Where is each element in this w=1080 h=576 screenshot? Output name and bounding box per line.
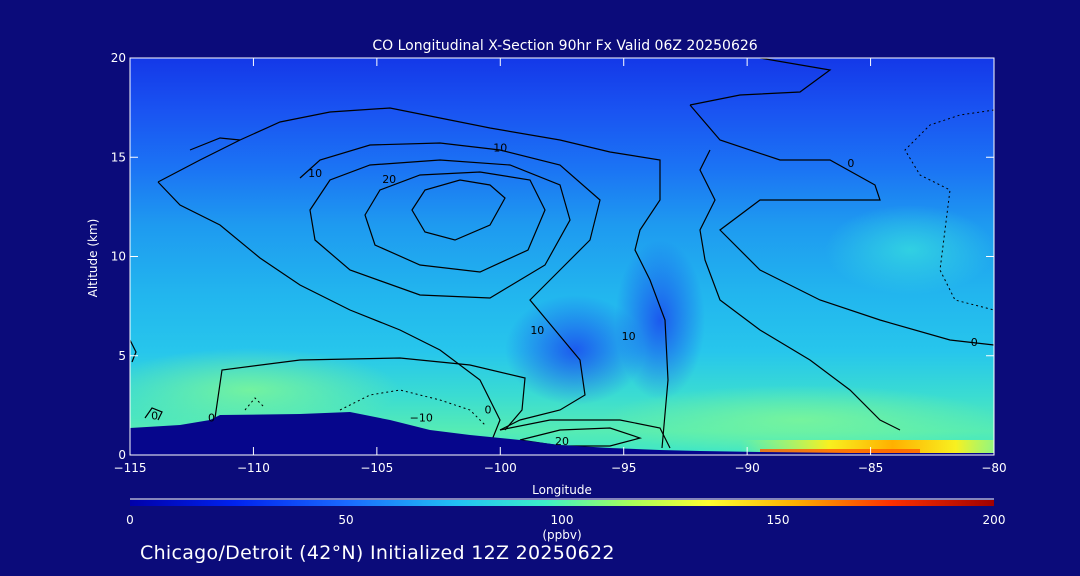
colorbar-tick-label: 100 <box>551 513 574 527</box>
contour-neg-10-surface <box>339 389 486 426</box>
contour-label: 0 <box>847 157 854 170</box>
contour-label: 10 <box>493 141 507 154</box>
contour-label: −10 <box>410 411 433 424</box>
contour-label: 10 <box>308 167 322 180</box>
contour-labels: 10 10 20 0 10 10 0 0 0 −10 0 20 <box>151 141 978 448</box>
x-axis: −115 −110 −105 −100 −95 −90 −85 −80 <box>114 58 1007 475</box>
colorbar-ticks: 0 50 100 150 200 <box>126 513 1005 527</box>
contour-20 <box>309 159 571 299</box>
contour-0-west <box>144 407 163 421</box>
x-tick-label: −105 <box>360 461 393 475</box>
colorbar <box>130 500 994 506</box>
x-tick-label: −110 <box>237 461 270 475</box>
contour-30 <box>364 171 546 273</box>
contour-0-lower <box>214 357 526 431</box>
y-axis-label: Altitude (km) <box>86 219 100 298</box>
x-axis-label: Longitude <box>532 483 592 497</box>
colorbar-tick-label: 0 <box>126 513 134 527</box>
x-tick-label: −115 <box>114 461 147 475</box>
y-tick-label: 0 <box>118 448 126 462</box>
contour-neg-10-west <box>244 397 266 411</box>
colorbar-tick-label: 200 <box>983 513 1006 527</box>
contour-10-surface <box>499 419 671 449</box>
terrain <box>130 412 994 455</box>
y-tick-label: 10 <box>111 250 126 264</box>
contour-label: 10 <box>530 324 544 337</box>
contour-10-upper <box>157 107 669 449</box>
y-axis: 0 5 10 15 20 <box>111 51 994 462</box>
negative-contours <box>244 109 994 426</box>
colorbar-tick-label: 50 <box>338 513 353 527</box>
contour-label: 10 <box>622 330 636 343</box>
plot-area: 10 10 20 0 10 10 0 0 0 −10 0 20 <box>130 58 994 455</box>
y-tick-label: 20 <box>111 51 126 65</box>
co-field-lowlevel-patch <box>130 348 400 432</box>
x-tick-label: −100 <box>484 461 517 475</box>
colorbar-unit-label: (ppbv) <box>542 528 581 542</box>
contour-40 <box>411 179 506 241</box>
contour-10-mid <box>189 137 601 431</box>
footer-init-info: Chicago/Detroit (42°N) Initialized 12Z 2… <box>140 542 615 564</box>
colorbar-tick-label: 150 <box>767 513 790 527</box>
contour-label: 0 <box>484 403 491 416</box>
co-field-high-patch <box>825 205 994 295</box>
y-tick-label: 5 <box>118 349 126 363</box>
contour-label: 20 <box>382 173 396 186</box>
x-tick-label: −85 <box>858 461 883 475</box>
contour-label: 0 <box>208 411 215 424</box>
y-tick-label: 15 <box>111 150 126 164</box>
contour-0-middle <box>699 149 901 431</box>
co-surface-peak <box>760 449 920 454</box>
contour-0-right <box>689 58 994 346</box>
co-field-lowlevel-patch <box>600 385 994 455</box>
x-tick-label: −90 <box>734 461 759 475</box>
x-tick-label: −80 <box>981 461 1006 475</box>
contour-label: 0 <box>151 409 158 422</box>
contour-label: 20 <box>555 435 569 448</box>
contour-neg-east <box>904 109 994 311</box>
x-tick-label: −95 <box>611 461 636 475</box>
co-field-low-patch <box>505 295 645 405</box>
chart-title: CO Longitudinal X-Section 90hr Fx Valid … <box>372 38 757 54</box>
contour-label: 0 <box>971 336 978 349</box>
contour-0-west-edge <box>130 339 137 363</box>
co-field-low-patch <box>615 240 705 400</box>
